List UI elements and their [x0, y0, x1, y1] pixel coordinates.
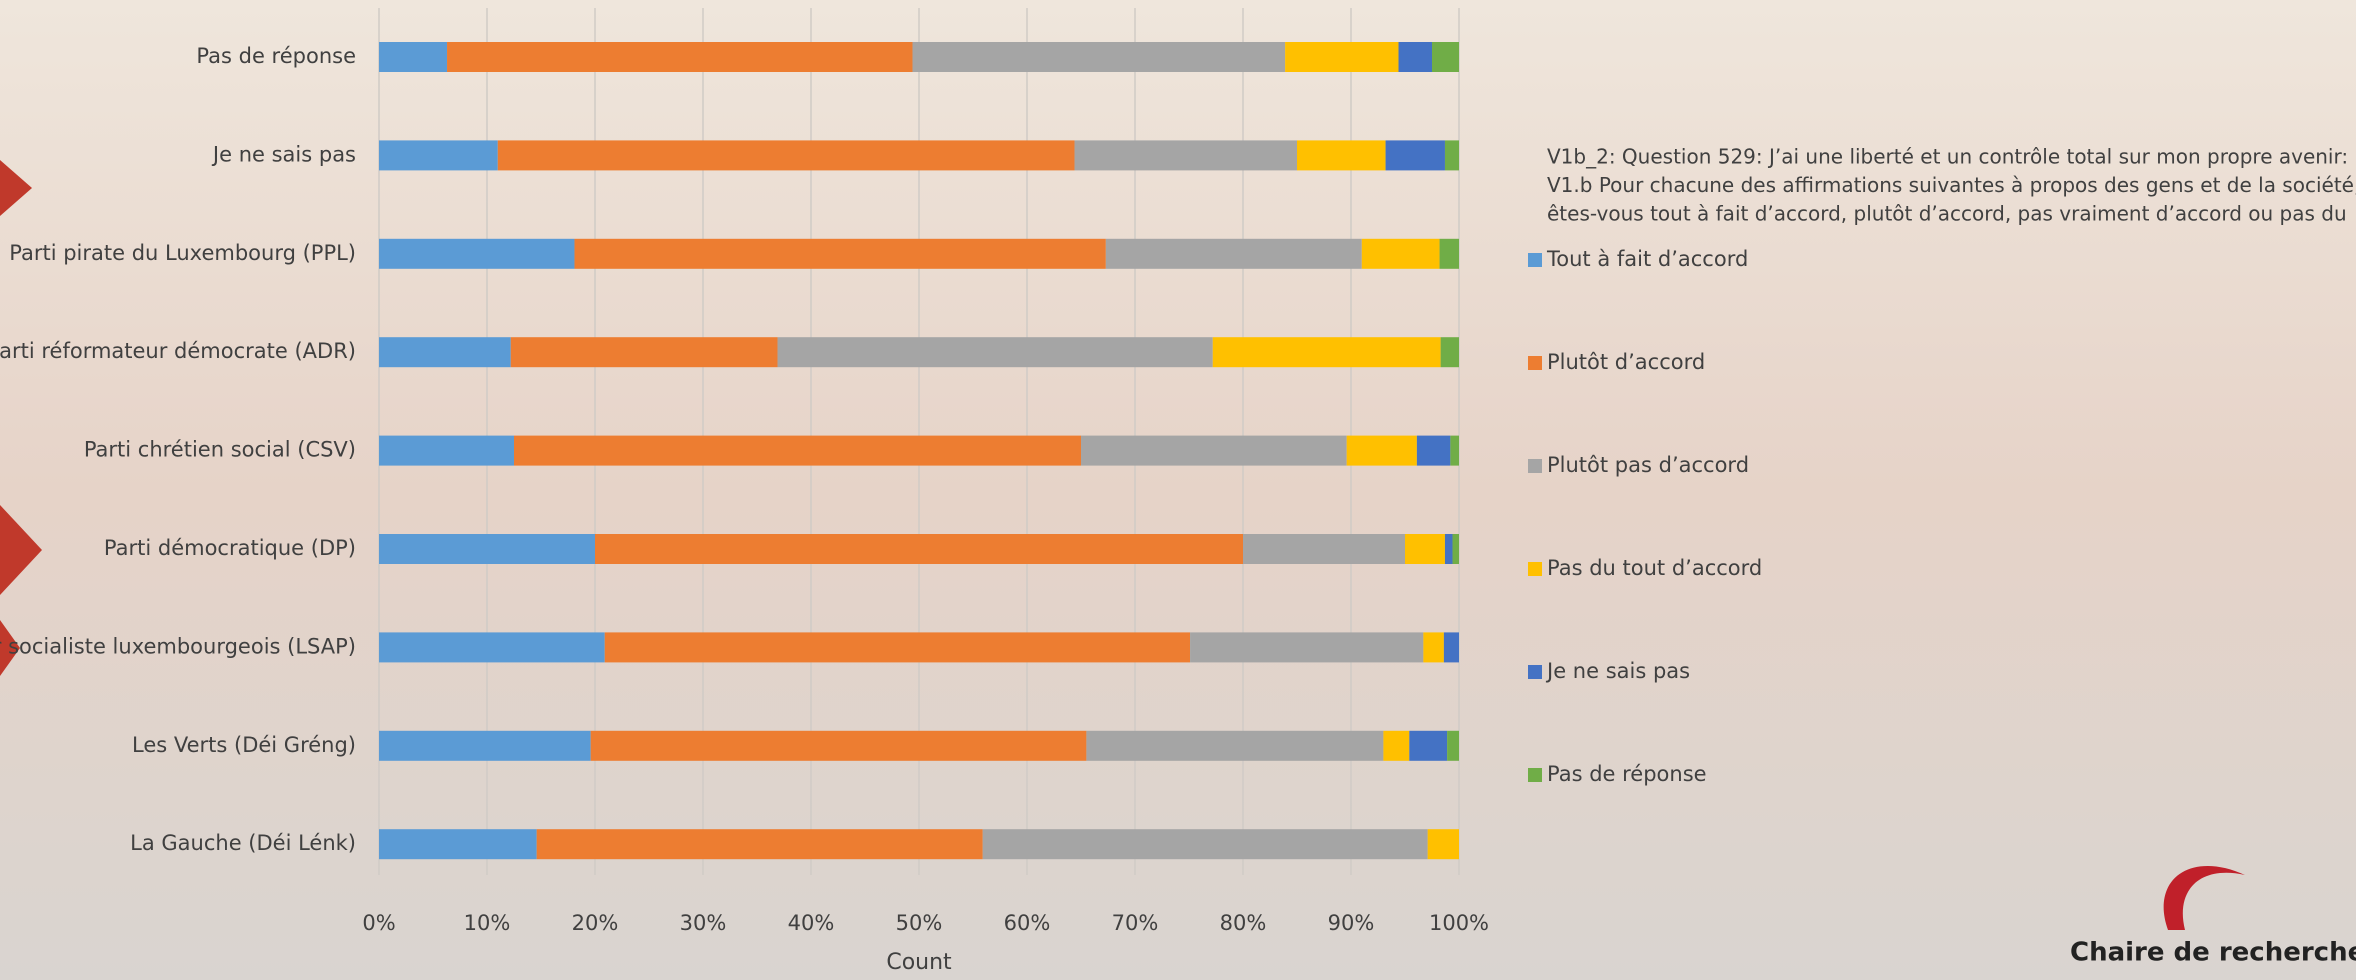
bar-segment — [510, 337, 778, 368]
bar-segment — [379, 42, 448, 72]
bar-segment — [1212, 337, 1441, 368]
x-tick-label: 80% — [1220, 911, 1267, 935]
bar-segment — [379, 829, 537, 860]
x-tick-label: 0% — [362, 911, 395, 935]
bar-segment — [1405, 534, 1445, 564]
bar-segment — [1416, 435, 1451, 466]
legend-label: Tout à fait d’accord — [1546, 247, 1748, 271]
legend-marker — [1528, 665, 1542, 679]
bar-segment — [1105, 238, 1362, 269]
y-tick-label: r socialiste luxembourgeois (LSAP) — [0, 634, 356, 658]
bar-segment — [1444, 140, 1459, 171]
legend-label: Plutôt pas d’accord — [1547, 453, 1749, 477]
logo: Chaire de recherche — [2070, 866, 2356, 968]
y-tick-label: Parti chrétien social (CSV) — [84, 438, 356, 462]
bar-segment — [379, 730, 591, 761]
legend-label: Pas du tout d’accord — [1547, 556, 1762, 580]
legend-marker — [1528, 459, 1542, 473]
bar-segment — [497, 140, 1075, 171]
legend-title: V1b_2: Question 529: J’ai une liberté et… — [1547, 145, 2348, 169]
bar-segment — [379, 238, 575, 269]
x-axis-label: Count — [886, 950, 952, 975]
bar-segment — [1452, 534, 1459, 564]
bar-segment — [1440, 337, 1459, 368]
legend-marker — [1528, 562, 1542, 576]
legend-label: Pas de réponse — [1547, 762, 1707, 786]
bar-segment — [982, 829, 1428, 860]
y-tick-label: Pas de réponse — [196, 44, 356, 68]
bar-segment — [1086, 730, 1384, 761]
arrow-decoration — [0, 505, 42, 595]
bar-segment — [1423, 632, 1444, 663]
bar-segment — [1427, 829, 1459, 860]
y-tick-label: Parti pirate du Luxembourg (PPL) — [9, 241, 356, 265]
bar-segment — [379, 337, 511, 368]
legend-label: Je ne sais pas — [1545, 659, 1690, 683]
y-tick-label: Les Verts (Déi Gréng) — [132, 733, 356, 757]
bar-segment — [447, 42, 913, 72]
bar-segment — [1243, 534, 1405, 564]
bar-segment — [574, 238, 1106, 269]
bar-segment — [777, 337, 1213, 368]
bar-segment — [1074, 140, 1297, 171]
legend-marker — [1528, 768, 1542, 782]
bar-segment — [1285, 42, 1399, 72]
x-tick-label: 50% — [896, 911, 943, 935]
x-tick-label: 100% — [1429, 911, 1489, 935]
bar-segment — [514, 435, 1081, 466]
legend-marker — [1528, 253, 1542, 267]
bar-segment — [1398, 42, 1432, 72]
bar-segment — [379, 632, 605, 663]
bar-segment — [1432, 42, 1459, 72]
x-tick-label: 90% — [1328, 911, 1375, 935]
bar-segment — [379, 140, 498, 171]
legend-title: V1.b Pour chacune des affirmations suiva… — [1547, 173, 2356, 197]
x-tick-label: 70% — [1112, 911, 1159, 935]
arrow-decoration — [0, 620, 20, 676]
bar-segment — [1443, 632, 1459, 663]
bar-segment — [1409, 730, 1448, 761]
bar-segment — [1346, 435, 1417, 466]
bar-segment — [912, 42, 1286, 72]
x-tick-label: 20% — [572, 911, 619, 935]
bar-segment — [1190, 632, 1424, 663]
bar-segment — [1081, 435, 1347, 466]
x-tick-label: 10% — [464, 911, 511, 935]
arrow-decoration — [0, 160, 32, 216]
y-tick-label: Parti réformateur démocrate (ADR) — [0, 339, 356, 363]
bar-segment — [1439, 238, 1459, 269]
logo-mark — [2163, 866, 2245, 930]
x-tick-label: 60% — [1004, 911, 1051, 935]
bar-segment — [536, 829, 983, 860]
legend-marker — [1528, 356, 1542, 370]
bar-segment — [604, 632, 1191, 663]
legend-label: Plutôt d’accord — [1547, 350, 1705, 374]
bar-segment — [1383, 730, 1410, 761]
bar-segment — [1450, 435, 1459, 466]
bar-segment — [1361, 238, 1440, 269]
legend-title: êtes-vous tout à fait d’accord, plutôt d… — [1547, 202, 2347, 226]
bar-segment — [379, 435, 514, 466]
y-tick-label: Parti démocratique (DP) — [104, 536, 356, 560]
bar-segment — [1444, 534, 1453, 564]
bar-segment — [1385, 140, 1445, 171]
y-tick-label: Je ne sais pas — [211, 142, 356, 166]
x-tick-label: 40% — [788, 911, 835, 935]
bar-segment — [590, 730, 1087, 761]
bar-segment — [1447, 730, 1459, 761]
y-tick-label: La Gauche (Déi Lénk) — [130, 831, 356, 855]
bar-segment — [379, 534, 595, 564]
x-tick-label: 30% — [680, 911, 727, 935]
logo-text: Chaire de recherche — [2070, 938, 2356, 968]
bar-segment — [595, 534, 1243, 564]
bar-segment — [1297, 140, 1386, 171]
